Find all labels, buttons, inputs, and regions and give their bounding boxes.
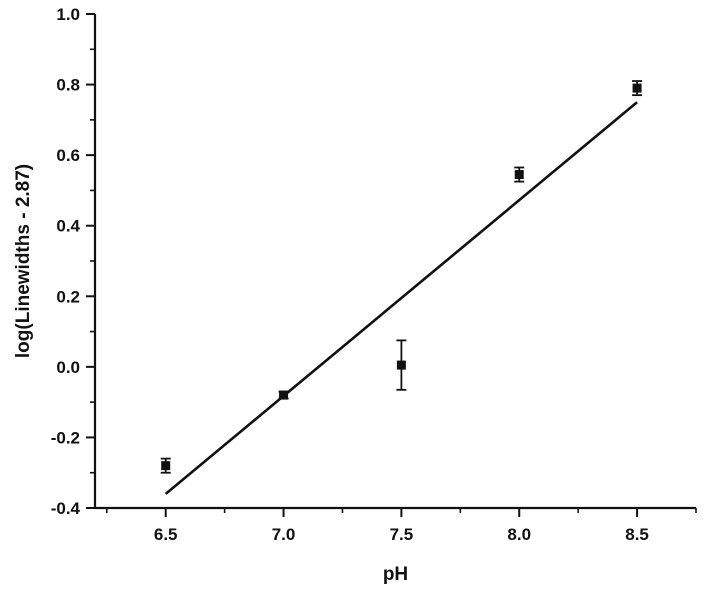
- y-tick-label: -0.2: [51, 428, 80, 447]
- data-point: [279, 390, 289, 400]
- y-axis-title: log(Linewidths - 2.87): [13, 164, 34, 358]
- data-point-group: [396, 339, 407, 391]
- y-tick-label: 0.8: [56, 76, 80, 95]
- y-tick-label: 0.2: [56, 287, 80, 306]
- x-tick-label: 6.5: [154, 525, 178, 544]
- data-point-group: [514, 166, 525, 183]
- x-tick-label: 8.5: [625, 525, 649, 544]
- fit-line-group: [164, 101, 638, 495]
- axes: -0.4 -0.2 0.0 0.2 0.4 0.6 0.8 1.0 6.5 7.0 7.5 8.0 8.…: [51, 5, 697, 544]
- data-point-group: [278, 390, 289, 400]
- x-tick-label: 8.0: [507, 525, 531, 544]
- y-tick-label: 1.0: [56, 5, 80, 24]
- data-point-group: [632, 80, 643, 97]
- data-point: [396, 360, 406, 370]
- y-tick-label: 0.4: [56, 217, 80, 236]
- data-point-group: [160, 457, 171, 474]
- data-points: [160, 80, 643, 474]
- data-point: [514, 170, 524, 180]
- y-tick-label: -0.4: [51, 499, 81, 518]
- fit-line: [164, 101, 638, 495]
- data-point: [632, 83, 642, 93]
- x-tick-label: 7.0: [272, 525, 296, 544]
- x-tick-label: 7.5: [390, 525, 414, 544]
- y-tick-label: 0.6: [56, 146, 80, 165]
- y-tick-label: 0.0: [56, 358, 80, 377]
- data-point: [161, 461, 171, 471]
- x-axis-title: pH: [383, 564, 408, 585]
